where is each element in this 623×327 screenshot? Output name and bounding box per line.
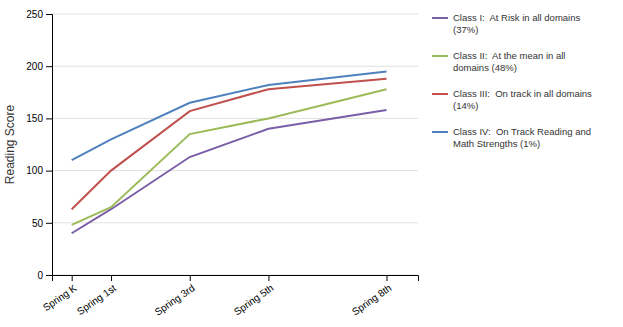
grid-line: [52, 170, 418, 171]
y-tick-label: 200: [26, 61, 43, 72]
y-tick-label: 100: [26, 165, 43, 176]
x-tick-label: Spring 1st: [75, 282, 118, 317]
y-tick-label: 0: [37, 270, 43, 281]
legend-label: Class I: At Risk in all domains(37%): [453, 12, 580, 35]
y-tick-label: 50: [32, 218, 44, 229]
x-tick: Spring 8th: [350, 275, 394, 317]
legend-swatch: [432, 55, 448, 57]
legend-item: Class III: On track in all domains(14%): [432, 88, 592, 111]
y-tick-mark: [46, 275, 52, 276]
y-tick-label: 150: [26, 113, 43, 124]
legend-swatch: [432, 17, 448, 19]
x-tick: Spring 5th: [232, 275, 276, 317]
x-tick-mark: [111, 275, 112, 281]
x-axis-line: [53, 276, 419, 282]
x-tick-mark: [190, 275, 191, 281]
y-tick-label: 250: [26, 9, 43, 20]
y-axis-title: Reading Score: [3, 104, 17, 184]
grid-line: [52, 222, 418, 223]
y-axis: 0 50 100 150 200 250: [26, 9, 52, 281]
y-axis-line: [46, 15, 53, 276]
series-line: [72, 71, 387, 160]
y-tick: 250: [26, 9, 52, 20]
x-axis: Spring KSpring 1st Spring 3rd Spring 5th Sp…: [41, 275, 419, 318]
x-tick-label: Spring 8th: [350, 282, 394, 317]
y-tick-mark: [46, 171, 52, 172]
legend-label: Class II: At the mean in alldomains (48%…: [453, 50, 565, 73]
legend-item: Class II: At the mean in alldomains (48%…: [432, 50, 565, 73]
x-tick-label: Spring 5th: [232, 282, 276, 317]
plot: 050100150200250Spring KSpring 1stSpring …: [26, 9, 418, 318]
y-tick: 50: [32, 218, 52, 229]
lines: [72, 71, 387, 233]
grid-line: [52, 118, 418, 119]
y-tick-mark: [46, 66, 52, 67]
chart: 050100150200250Spring KSpring 1stSpring …: [0, 0, 623, 327]
series-line: [72, 110, 387, 233]
legend-item: Class IV: On Track Reading andMath Stren…: [432, 126, 591, 149]
series-line: [72, 79, 387, 210]
x-tick: Spring 1st: [75, 275, 118, 317]
grid-line: [52, 66, 418, 67]
x-tick-mark: [72, 275, 73, 281]
y-tick: 0: [37, 270, 52, 281]
x-tick: Spring 3rd: [153, 275, 197, 318]
legend: Class I: At Risk in all domains(37%) Clas…: [432, 12, 592, 149]
y-tick: 100: [26, 165, 52, 176]
x-tick: Spring K: [41, 275, 79, 313]
y-tick-mark: [46, 118, 52, 119]
series-line: [72, 89, 387, 225]
y-tick: 150: [26, 113, 52, 124]
legend-item: Class I: At Risk in all domains(37%): [432, 12, 580, 35]
grid-line: [52, 14, 418, 15]
legend-swatch: [432, 131, 448, 133]
y-tick-mark: [46, 14, 52, 15]
x-tick-mark: [268, 275, 269, 281]
x-tick-label: Spring K: [41, 282, 79, 313]
x-tick-label: Spring 3rd: [153, 282, 197, 317]
grid: [52, 14, 418, 275]
y-tick: 200: [26, 61, 52, 72]
x-tick-mark: [387, 275, 388, 281]
y-tick-mark: [46, 223, 52, 224]
legend-label: Class IV: On Track Reading andMath Stren…: [453, 126, 591, 149]
legend-swatch: [432, 93, 448, 95]
legend-label: Class III: On track in all domains(14%): [453, 88, 592, 111]
